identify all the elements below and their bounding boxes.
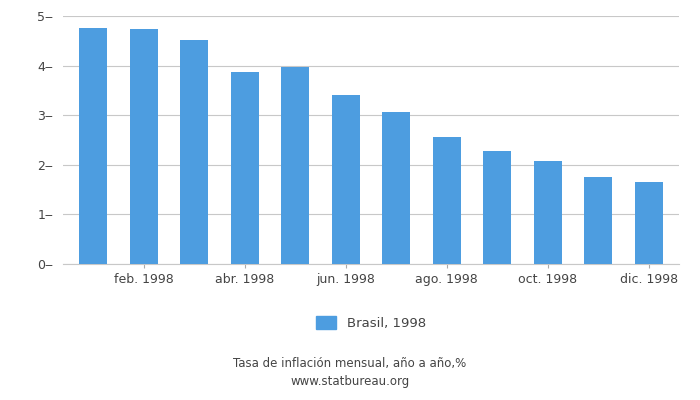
Bar (584, 177, 612, 264)
Text: Tasa de inflación mensual, año a año,%
www.statbureau.org: Tasa de inflación mensual, año a año,% w… (233, 357, 467, 388)
Bar (231, 72, 259, 264)
Bar (382, 112, 410, 264)
Bar (635, 182, 663, 264)
Bar (130, 29, 158, 264)
Bar (281, 67, 309, 264)
Bar (534, 161, 561, 264)
Bar (483, 152, 511, 264)
Bar (433, 137, 461, 264)
Bar (332, 95, 360, 264)
Bar (181, 40, 208, 264)
Bar (79, 28, 107, 264)
Legend: Brasil, 1998: Brasil, 1998 (311, 310, 431, 335)
